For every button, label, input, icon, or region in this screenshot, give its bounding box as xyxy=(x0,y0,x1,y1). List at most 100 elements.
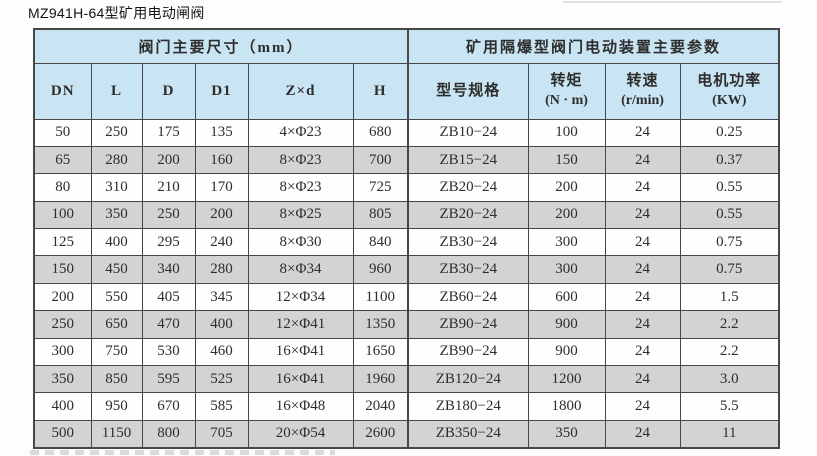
cell-l: 750 xyxy=(90,337,143,367)
cell-h: 960 xyxy=(352,255,409,284)
cell-torque: 900 xyxy=(527,337,606,367)
col-header-power: 电机功率 (KW) xyxy=(679,62,780,120)
cell-torque: 200 xyxy=(527,200,606,230)
cell-l: 550 xyxy=(90,282,143,312)
cell-l: 850 xyxy=(90,365,143,394)
page-title: MZ941H-64型矿用电动闸阀 xyxy=(28,5,205,21)
group-header-valve-dimensions: 阀门主要尺寸（mm） xyxy=(33,28,409,64)
cell-h: 840 xyxy=(352,228,409,257)
cell-h: 2600 xyxy=(352,419,409,449)
cell-h: 2040 xyxy=(352,392,409,421)
cell-speed: 24 xyxy=(604,365,681,394)
cell-speed: 24 xyxy=(604,145,681,175)
cell-dn: 50 xyxy=(33,118,92,147)
cell-h: 1960 xyxy=(352,365,409,394)
group-header-actuator-parameters: 矿用隔爆型阀门电动装置主要参数 xyxy=(407,28,780,64)
cell-model: ZB60−24 xyxy=(407,282,529,312)
cell-model: ZB20−24 xyxy=(407,173,529,202)
cell-torque: 300 xyxy=(527,255,606,284)
cell-zxd: 8×Φ34 xyxy=(247,255,354,284)
cell-d1: 170 xyxy=(194,173,249,202)
cell-torque: 200 xyxy=(527,173,606,202)
cell-d: 595 xyxy=(141,365,196,394)
cell-d1: 160 xyxy=(194,145,249,175)
cell-d1: 345 xyxy=(194,282,249,312)
table-row: 300 750 530 460 16×Φ41 1650 ZB90−24 900 24 2.2 xyxy=(33,337,780,367)
table-row: 350 850 595 525 16×Φ41 1960 ZB120−24 1200 24 3.0 xyxy=(33,365,780,394)
cell-speed: 24 xyxy=(604,337,681,367)
cell-zxd: 12×Φ34 xyxy=(247,282,354,312)
table-row: 100 350 250 200 8×Φ25 805 ZB20−24 200 24 0.55 xyxy=(33,200,780,230)
cell-l: 1150 xyxy=(90,419,143,449)
col-header-l: L xyxy=(90,62,143,120)
cell-zxd: 4×Φ23 xyxy=(247,118,354,147)
col-header-speed: 转速 (r/min) xyxy=(604,62,681,120)
cell-power: 3.0 xyxy=(679,365,780,394)
cell-power: 0.55 xyxy=(679,173,780,202)
cell-d1: 280 xyxy=(194,255,249,284)
cell-model: ZB30−24 xyxy=(407,228,529,257)
cell-d: 470 xyxy=(141,310,196,339)
cell-power: 11 xyxy=(679,419,780,449)
cell-torque: 150 xyxy=(527,145,606,175)
table-row: 150 450 340 280 8×Φ34 960 ZB30−24 300 24 0.75 xyxy=(33,255,780,284)
table-row: 125 400 295 240 8×Φ30 840 ZB30−24 300 24 0.75 xyxy=(33,228,780,257)
cell-d: 250 xyxy=(141,200,196,230)
cell-power: 0.37 xyxy=(679,145,780,175)
table-row: 250 650 470 400 12×Φ41 1350 ZB90−24 900 24 2.2 xyxy=(33,310,780,339)
cell-dn: 65 xyxy=(33,145,92,175)
table-row: 65 280 200 160 8×Φ23 700 ZB15−24 150 24 0.37 xyxy=(33,145,780,175)
cell-speed: 24 xyxy=(604,173,681,202)
cell-power: 1.5 xyxy=(679,282,780,312)
cell-model: ZB120−24 xyxy=(407,365,529,394)
cell-dn: 300 xyxy=(33,337,92,367)
cell-speed: 24 xyxy=(604,200,681,230)
cell-dn: 350 xyxy=(33,365,92,394)
cell-d: 340 xyxy=(141,255,196,284)
column-header-row: DN L D D1 Z×d H 型号规格 转矩 (N · m) 转速 (r/min) 电机功率 (KW) xyxy=(33,62,780,120)
cut-off-text-top-remnant xyxy=(563,1,782,3)
cell-speed: 24 xyxy=(604,255,681,284)
cell-dn: 200 xyxy=(33,282,92,312)
cell-l: 400 xyxy=(90,228,143,257)
cell-h: 1650 xyxy=(352,337,409,367)
cell-d1: 585 xyxy=(194,392,249,421)
cell-model: ZB10−24 xyxy=(407,118,529,147)
cell-d1: 240 xyxy=(194,228,249,257)
cell-power: 0.55 xyxy=(679,200,780,230)
cell-zxd: 8×Φ25 xyxy=(247,200,354,230)
cell-model: ZB350−24 xyxy=(407,419,529,449)
cell-model: ZB20−24 xyxy=(407,200,529,230)
col-header-zxd: Z×d xyxy=(247,62,354,120)
cell-d: 210 xyxy=(141,173,196,202)
cell-l: 250 xyxy=(90,118,143,147)
cell-torque: 300 xyxy=(527,228,606,257)
cell-h: 725 xyxy=(352,173,409,202)
cell-zxd: 20×Φ54 xyxy=(247,419,354,449)
cell-model: ZB90−24 xyxy=(407,310,529,339)
col-header-h: H xyxy=(352,62,409,120)
cell-torque: 900 xyxy=(527,310,606,339)
col-header-d1: D1 xyxy=(194,62,249,120)
cell-speed: 24 xyxy=(604,228,681,257)
cell-zxd: 16×Φ41 xyxy=(247,337,354,367)
cell-power: 0.75 xyxy=(679,228,780,257)
col-header-model: 型号规格 xyxy=(407,62,529,120)
cell-power: 0.25 xyxy=(679,118,780,147)
cell-torque: 1800 xyxy=(527,392,606,421)
cell-power: 0.75 xyxy=(679,255,780,284)
cell-d: 175 xyxy=(141,118,196,147)
cell-h: 805 xyxy=(352,200,409,230)
cell-l: 350 xyxy=(90,200,143,230)
cell-speed: 24 xyxy=(604,282,681,312)
cell-d1: 400 xyxy=(194,310,249,339)
col-header-dn: DN xyxy=(33,62,92,120)
cell-dn: 150 xyxy=(33,255,92,284)
cell-d1: 135 xyxy=(194,118,249,147)
cell-power: 2.2 xyxy=(679,310,780,339)
cell-h: 700 xyxy=(352,145,409,175)
cell-model: ZB15−24 xyxy=(407,145,529,175)
cell-d: 670 xyxy=(141,392,196,421)
cell-zxd: 8×Φ30 xyxy=(247,228,354,257)
